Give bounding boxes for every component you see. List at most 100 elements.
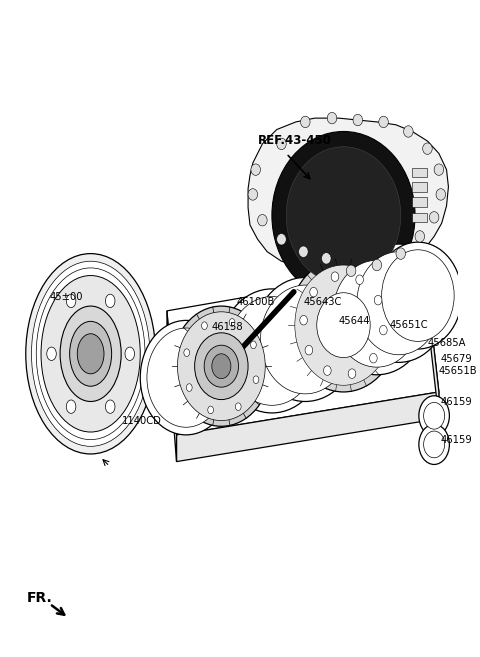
Ellipse shape [419, 424, 449, 464]
Ellipse shape [26, 254, 156, 454]
Polygon shape [425, 266, 439, 419]
Ellipse shape [424, 431, 444, 458]
Text: 45643C: 45643C [303, 296, 342, 307]
Ellipse shape [423, 143, 432, 154]
Text: 46159: 46159 [441, 435, 472, 445]
Ellipse shape [172, 306, 271, 426]
Ellipse shape [194, 333, 248, 399]
Ellipse shape [235, 403, 241, 411]
Ellipse shape [374, 296, 382, 305]
Text: 45644: 45644 [339, 315, 370, 326]
Ellipse shape [204, 345, 239, 387]
Ellipse shape [349, 244, 448, 363]
Ellipse shape [325, 253, 428, 374]
Ellipse shape [32, 261, 150, 446]
Ellipse shape [357, 252, 441, 355]
Ellipse shape [251, 341, 256, 349]
Ellipse shape [212, 353, 231, 378]
Ellipse shape [372, 260, 382, 271]
Ellipse shape [202, 322, 207, 330]
Ellipse shape [374, 242, 462, 349]
Ellipse shape [379, 116, 388, 127]
Ellipse shape [229, 319, 235, 327]
Ellipse shape [429, 212, 439, 223]
Ellipse shape [288, 258, 399, 392]
Ellipse shape [322, 253, 331, 264]
Ellipse shape [327, 112, 337, 124]
Ellipse shape [41, 275, 140, 432]
Text: 46100B: 46100B [237, 296, 275, 307]
Polygon shape [248, 118, 448, 273]
Ellipse shape [147, 328, 225, 427]
Text: 1140CD: 1140CD [122, 416, 162, 426]
Ellipse shape [295, 265, 392, 385]
Ellipse shape [47, 347, 56, 361]
Ellipse shape [276, 138, 286, 150]
Ellipse shape [66, 400, 76, 413]
Polygon shape [167, 311, 177, 462]
Polygon shape [177, 392, 439, 462]
Text: 46158: 46158 [212, 323, 243, 332]
Ellipse shape [333, 260, 421, 367]
Ellipse shape [186, 384, 192, 392]
Ellipse shape [248, 189, 258, 200]
Text: 45679: 45679 [441, 353, 472, 364]
Ellipse shape [380, 325, 387, 335]
Ellipse shape [300, 116, 310, 127]
Ellipse shape [106, 294, 115, 307]
Ellipse shape [419, 396, 449, 436]
Ellipse shape [300, 315, 307, 325]
Text: 45651C: 45651C [389, 321, 428, 330]
Ellipse shape [347, 265, 356, 277]
Ellipse shape [178, 312, 265, 420]
Ellipse shape [348, 369, 356, 378]
Text: 45651B: 45651B [439, 366, 478, 376]
Ellipse shape [424, 403, 444, 429]
Ellipse shape [310, 287, 317, 297]
Ellipse shape [258, 214, 267, 226]
Bar [412, 168, 428, 177]
Ellipse shape [251, 164, 261, 175]
Ellipse shape [396, 248, 406, 260]
Ellipse shape [353, 114, 362, 125]
Text: REF.43-450: REF.43-450 [258, 134, 332, 147]
Ellipse shape [434, 164, 444, 175]
Ellipse shape [227, 296, 317, 405]
Ellipse shape [382, 250, 454, 342]
Ellipse shape [253, 376, 259, 384]
Ellipse shape [299, 246, 308, 258]
Text: 45685A: 45685A [428, 338, 466, 348]
Ellipse shape [317, 293, 370, 357]
Ellipse shape [106, 400, 115, 413]
Ellipse shape [436, 189, 445, 200]
Ellipse shape [125, 347, 134, 361]
Ellipse shape [208, 406, 214, 414]
Bar [412, 213, 428, 222]
Ellipse shape [66, 294, 76, 307]
Ellipse shape [184, 349, 190, 357]
Ellipse shape [77, 334, 104, 374]
Ellipse shape [276, 234, 286, 245]
Bar [412, 197, 428, 207]
Ellipse shape [404, 125, 413, 137]
Ellipse shape [415, 231, 425, 242]
Ellipse shape [140, 321, 232, 435]
Ellipse shape [331, 272, 339, 281]
Text: 46159: 46159 [441, 397, 472, 407]
Ellipse shape [324, 366, 331, 375]
Ellipse shape [286, 147, 401, 284]
Ellipse shape [356, 275, 363, 284]
Text: FR.: FR. [27, 591, 52, 605]
Polygon shape [167, 266, 439, 435]
Ellipse shape [36, 268, 145, 440]
Bar [412, 182, 428, 192]
Ellipse shape [370, 353, 377, 363]
Ellipse shape [60, 306, 121, 401]
Ellipse shape [70, 321, 112, 386]
Ellipse shape [253, 277, 358, 401]
Text: 45±00: 45±00 [49, 292, 83, 302]
Ellipse shape [272, 131, 415, 300]
Ellipse shape [261, 285, 350, 394]
Ellipse shape [305, 346, 312, 355]
Ellipse shape [219, 289, 324, 413]
